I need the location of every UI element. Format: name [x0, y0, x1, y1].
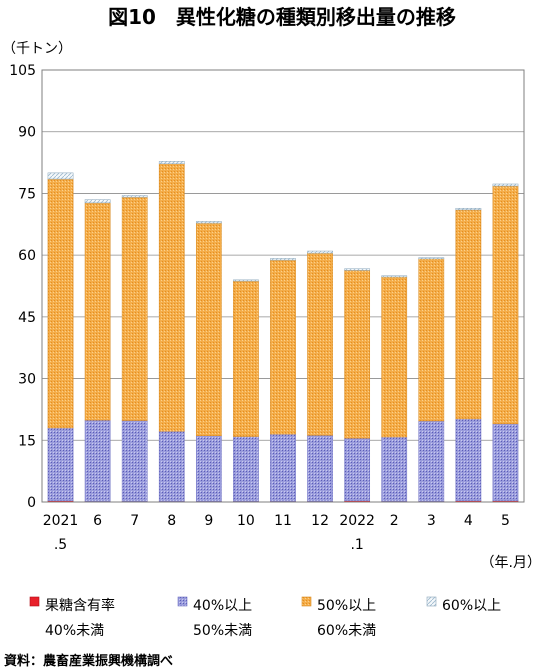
x-tick-label: 12 [311, 513, 329, 529]
bar-segment [270, 433, 296, 502]
bar-segment [344, 268, 371, 271]
bar-segment [233, 279, 259, 282]
x-tick-label: 11 [274, 513, 292, 529]
bar-segment [121, 195, 148, 198]
bar-segment [492, 183, 519, 187]
bar-segment [307, 252, 333, 436]
y-tick-labels: 0 15 30 45 60 75 90 105 [9, 63, 36, 511]
bar-segment [492, 423, 519, 502]
bar-segment [307, 250, 333, 254]
bar-segment [270, 259, 296, 435]
legend-swatch [29, 596, 40, 607]
bar-segment [84, 202, 111, 421]
bar-segment [121, 420, 148, 502]
bar-segment [455, 209, 482, 420]
bar-segment [381, 436, 408, 502]
bar-segment [84, 199, 111, 204]
y-tick-label: 90 [18, 125, 36, 141]
source-note: 資料：農畜産業振興機構調べ [4, 653, 173, 669]
x-tick-labels: 2021 .5 6 7 8 9 10 11 12 2022 .1 2 3 4 5 [43, 513, 510, 553]
bars [47, 161, 519, 503]
bar-segment [418, 257, 445, 260]
y-tick-label: 75 [18, 186, 36, 202]
legend-label: 40%以上 [193, 598, 252, 614]
x-tick-label: 3 [427, 513, 436, 529]
legend-label: 60%以上 [442, 598, 501, 614]
bar-segment [381, 275, 408, 278]
bar-segment [47, 427, 74, 502]
bar-segment [492, 185, 519, 425]
legend-label: 50%以上 [317, 598, 376, 614]
x-tick-label: 2 [390, 513, 399, 529]
bar-segment [158, 163, 185, 432]
bar-segment [455, 418, 482, 502]
y-tick-label: 45 [18, 310, 36, 326]
x-tick-label: 2021 [43, 513, 79, 529]
bar-segment [195, 222, 222, 437]
legend: 果糖含有率 40%未満 40%以上 50%未満 50%以上 60%未満 60%以上 [29, 596, 501, 639]
bar-segment [344, 270, 371, 439]
y-tick-label: 105 [9, 63, 36, 79]
x-tick-label: 10 [237, 513, 255, 529]
legend-swatch [426, 596, 437, 607]
bar-segment [84, 419, 111, 502]
legend-label: 60%未満 [317, 623, 376, 639]
bar-segment [233, 436, 259, 502]
bar-segment [381, 276, 408, 438]
chart-title: 図10 異性化糖の種類別移出量の推移 [108, 5, 456, 29]
x-tick-label: 2022 [339, 513, 375, 529]
y-tick-label: 60 [18, 248, 36, 264]
bar-segment [307, 435, 333, 502]
x-tick-label: 4 [464, 513, 473, 529]
bar-segment [47, 178, 74, 429]
bar-segment [195, 221, 222, 224]
x-tick-label: .1 [350, 537, 363, 553]
x-tick-label: 7 [130, 513, 139, 529]
bar-segment [418, 258, 445, 422]
x-axis-label: （年.月） [481, 555, 541, 571]
bar-segment [47, 172, 74, 180]
bar-segment [195, 435, 222, 502]
bar-segment [270, 258, 296, 261]
x-tick-label: 6 [93, 513, 102, 529]
y-tick-label: 0 [27, 495, 36, 511]
y-axis-label: （千トン） [2, 41, 72, 57]
bar-segment [344, 437, 371, 502]
x-tick-label: 9 [204, 513, 213, 529]
legend-label: 40%未満 [45, 623, 104, 639]
y-tick-label: 15 [18, 433, 36, 449]
legend-swatch [301, 596, 312, 607]
legend-swatch [177, 596, 188, 607]
plot-frame [41, 69, 525, 503]
bar-segment [158, 430, 185, 502]
x-tick-label: .5 [54, 537, 67, 553]
legend-label: 50%未満 [193, 623, 252, 639]
x-tick-label: 8 [167, 513, 176, 529]
bar-segment [233, 280, 259, 437]
bar-segment [418, 420, 445, 502]
x-tick-label: 5 [501, 513, 510, 529]
y-tick-label: 30 [18, 372, 36, 388]
bar-segment [121, 196, 148, 421]
legend-label: 果糖含有率 [45, 597, 115, 614]
bar-segment [158, 161, 185, 165]
bar-segment [455, 207, 482, 211]
